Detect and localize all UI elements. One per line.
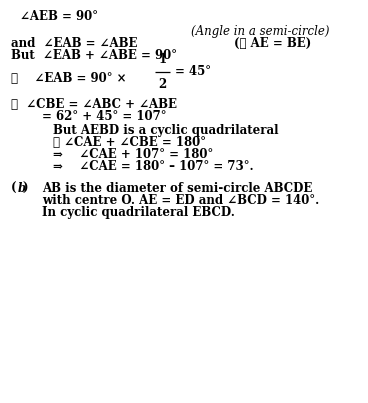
- Text: with centre O. AE = ED and ∠BCD = 140°.: with centre O. AE = ED and ∠BCD = 140°.: [42, 194, 319, 207]
- Text: ⇒    ∠CAE = 180° – 107° = 73°.: ⇒ ∠CAE = 180° – 107° = 73°.: [53, 160, 254, 173]
- Text: = 45°: = 45°: [175, 65, 211, 78]
- Text: b: b: [18, 182, 26, 195]
- Text: ∴ ∠CAE + ∠CBE = 180°: ∴ ∠CAE + ∠CBE = 180°: [53, 136, 206, 149]
- Text: ): ): [23, 182, 28, 195]
- Text: and  ∠EAB = ∠ABE: and ∠EAB = ∠ABE: [11, 37, 138, 50]
- Text: But  ∠EAB + ∠ABE = 90°: But ∠EAB + ∠ABE = 90°: [11, 49, 177, 62]
- Text: 1: 1: [159, 53, 167, 66]
- Text: ∴  ∠CBE = ∠ABC + ∠ABE: ∴ ∠CBE = ∠ABC + ∠ABE: [11, 98, 177, 111]
- Text: ∠AEB = 90°: ∠AEB = 90°: [20, 10, 98, 23]
- Text: (: (: [11, 182, 17, 195]
- Text: 2: 2: [159, 78, 167, 91]
- Text: (∴ AE = BE): (∴ AE = BE): [234, 37, 311, 50]
- Text: = 62° + 45° = 107°: = 62° + 45° = 107°: [42, 110, 167, 123]
- Text: ⇒    ∠CAE + 107° = 180°: ⇒ ∠CAE + 107° = 180°: [53, 148, 213, 161]
- Text: (Angle in a semi-circle): (Angle in a semi-circle): [191, 25, 330, 38]
- Text: ∴    ∠EAB = 90° ×: ∴ ∠EAB = 90° ×: [11, 72, 127, 85]
- Text: AB is the diameter of semi-circle ABCDE: AB is the diameter of semi-circle ABCDE: [42, 182, 313, 195]
- Text: But AEBD is a cyclic quadrilateral: But AEBD is a cyclic quadrilateral: [53, 124, 279, 137]
- Text: In cyclic quadrilateral EBCD.: In cyclic quadrilateral EBCD.: [42, 206, 235, 219]
